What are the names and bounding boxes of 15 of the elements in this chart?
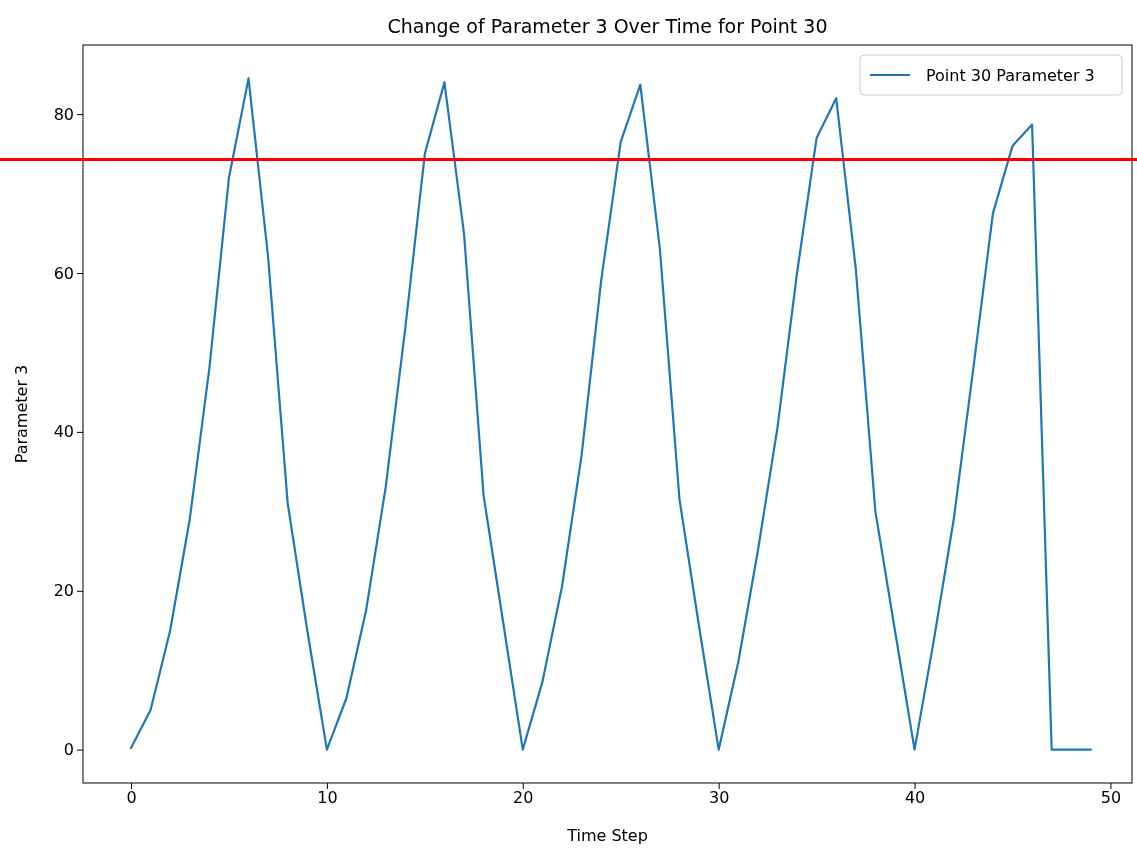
- chart-title: Change of Parameter 3 Over Time for Point 30: [387, 15, 828, 37]
- y-tick-label: 0: [63, 740, 74, 760]
- x-axis-title: Time Step: [566, 826, 648, 845]
- x-tick-label: 0: [126, 788, 137, 808]
- x-tick-label: 20: [513, 788, 534, 808]
- y-tick-label: 40: [53, 422, 74, 442]
- x-tick-label: 50: [1100, 788, 1122, 808]
- x-tick-label: 10: [317, 788, 338, 808]
- y-tick-label: 20: [53, 581, 74, 601]
- y-axis-title: Parameter 3: [12, 364, 31, 464]
- legend-label: Point 30 Parameter 3: [926, 66, 1095, 85]
- x-tick-label: 30: [708, 788, 730, 808]
- y-tick-label: 60: [53, 263, 74, 283]
- x-tick-label: 40: [904, 788, 926, 808]
- y-tick-label: 80: [53, 104, 74, 124]
